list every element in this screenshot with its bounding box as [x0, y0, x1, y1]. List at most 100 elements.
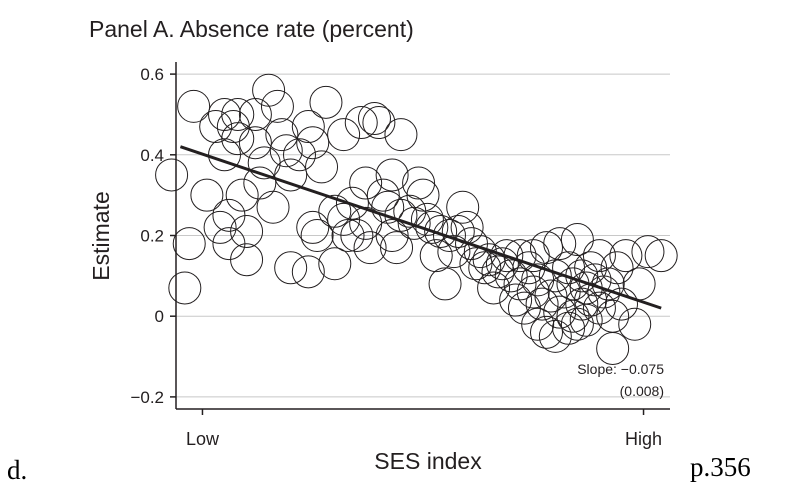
data-point — [490, 239, 524, 273]
data-point — [260, 89, 294, 123]
page-tag-right: p.356 — [690, 452, 751, 482]
data-point — [446, 190, 480, 224]
slope-se-annotation: (0.008) — [620, 383, 664, 399]
data-point — [600, 251, 634, 285]
data-point — [525, 287, 559, 321]
data-point — [516, 275, 550, 309]
data-point — [428, 267, 462, 301]
data-point — [155, 158, 189, 192]
data-point — [402, 166, 436, 200]
data-point — [199, 110, 233, 144]
data-point — [530, 315, 563, 349]
data-point — [384, 118, 418, 152]
data-point — [296, 210, 330, 244]
y-ticks: −0.2 0 0.2 0.4 0.6 — [130, 65, 176, 407]
data-point — [344, 106, 378, 140]
data-point — [269, 134, 303, 168]
y-tick-label: 0.2 — [140, 227, 164, 246]
data-point — [397, 206, 431, 240]
data-point — [318, 247, 352, 281]
data-point — [569, 303, 603, 337]
data-point — [582, 239, 616, 273]
x-tick-label: High — [625, 429, 662, 449]
data-point — [538, 259, 572, 293]
data-point — [644, 239, 678, 273]
data-point — [618, 307, 652, 341]
data-point — [375, 219, 409, 252]
scatter-points — [155, 73, 678, 365]
data-point — [432, 219, 466, 252]
x-ticks: Low High — [186, 409, 662, 449]
data-point — [543, 295, 577, 329]
data-point — [221, 122, 255, 156]
data-point — [238, 126, 272, 160]
data-point — [203, 210, 237, 244]
data-point — [177, 89, 211, 123]
data-point — [419, 239, 453, 273]
data-point — [534, 279, 568, 313]
data-point — [190, 178, 224, 212]
data-point — [410, 202, 444, 236]
data-point — [521, 307, 555, 341]
data-point — [340, 219, 374, 252]
data-point — [225, 178, 259, 212]
y-tick-label: 0.6 — [140, 65, 164, 84]
data-point — [283, 138, 316, 172]
data-point — [631, 235, 665, 269]
data-point — [375, 158, 409, 192]
data-point — [582, 291, 616, 325]
data-point — [331, 219, 365, 252]
data-point — [459, 247, 493, 281]
x-axis-label: SES index — [374, 448, 482, 474]
data-point — [300, 219, 334, 252]
data-point — [305, 150, 339, 184]
x-tick-label: Low — [186, 429, 220, 449]
data-point — [274, 158, 308, 192]
data-point — [291, 110, 325, 144]
data-point — [221, 97, 255, 131]
data-point — [441, 214, 475, 248]
data-point — [604, 287, 638, 321]
data-point — [230, 243, 264, 277]
data-point — [538, 319, 572, 353]
data-point — [265, 118, 299, 152]
y-tick-label: −0.2 — [130, 388, 164, 407]
data-point — [296, 126, 330, 160]
data-point — [530, 231, 563, 265]
data-point — [172, 227, 206, 261]
data-point — [353, 231, 387, 265]
data-point — [256, 190, 290, 224]
data-point — [327, 118, 361, 152]
chart-title: Panel A. Absence rate (percent) — [89, 16, 414, 42]
data-point — [380, 231, 414, 265]
data-point — [503, 267, 537, 301]
data-point — [274, 251, 308, 285]
data-point — [291, 255, 325, 289]
data-point — [252, 73, 286, 107]
data-point — [357, 101, 391, 135]
y-tick-label: 0.4 — [140, 146, 164, 165]
page-tag-left: d. — [7, 455, 27, 485]
data-point — [168, 271, 202, 305]
data-point — [309, 85, 343, 119]
data-point — [349, 166, 383, 200]
data-point — [362, 106, 396, 140]
data-point — [472, 243, 506, 277]
data-point — [216, 110, 250, 144]
gridlines — [176, 73, 670, 398]
data-point — [335, 186, 369, 220]
data-point — [230, 214, 264, 248]
data-point — [208, 97, 242, 131]
data-point — [477, 271, 511, 305]
data-point — [560, 223, 594, 257]
data-point — [468, 251, 502, 285]
data-point — [424, 214, 458, 248]
y-tick-label: 0 — [155, 307, 164, 326]
y-axis-label: Estimate — [88, 191, 114, 280]
data-point — [494, 259, 528, 293]
data-point — [499, 283, 533, 317]
fit-line — [179, 145, 662, 310]
data-point — [406, 178, 440, 212]
data-point — [622, 267, 656, 301]
